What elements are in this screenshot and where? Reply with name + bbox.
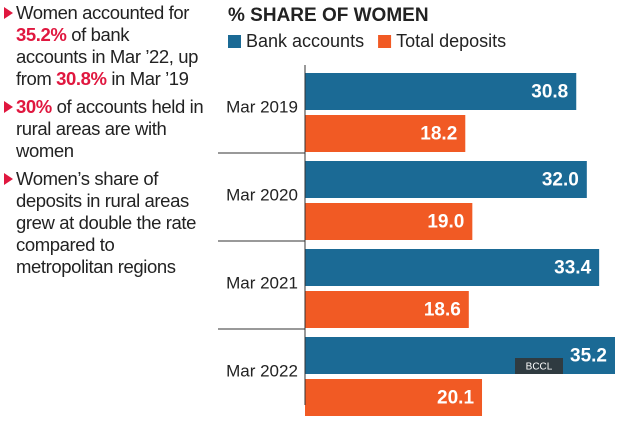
legend-label: Bank accounts <box>246 31 364 51</box>
bar <box>305 249 600 286</box>
bar <box>305 291 469 328</box>
bar <box>305 73 577 110</box>
chart-title: % SHARE OF WOMEN <box>228 5 429 26</box>
bar <box>305 337 615 374</box>
note-highlight: 30.8% <box>56 68 107 89</box>
note-highlight: 35.2% <box>16 24 67 45</box>
value-label: 19.0 <box>427 212 464 233</box>
value-label: 33.4 <box>554 258 591 279</box>
bar <box>305 115 466 152</box>
value-label: 18.2 <box>420 124 457 145</box>
bar <box>305 161 587 198</box>
bar <box>305 379 483 416</box>
note-text: of accounts held in rural areas are with… <box>16 96 204 161</box>
value-label: 35.2 <box>570 346 607 367</box>
note-text: of bank accounts in Mar ’22, up from <box>16 24 199 89</box>
bar <box>305 203 473 240</box>
value-label: 30.8 <box>531 82 568 103</box>
legend-label: Total deposits <box>396 31 506 51</box>
watermark: BCCL <box>526 362 553 373</box>
note: 30% of accounts held in rural areas are … <box>4 96 204 162</box>
value-label: 32.0 <box>542 170 579 191</box>
category-label: Mar 2019 <box>226 97 298 116</box>
legend-swatch <box>228 35 241 48</box>
note-text: in Mar ’19 <box>106 68 189 89</box>
notes: Women accounted for 35.2% of bank accoun… <box>4 2 204 284</box>
watermark-box <box>515 358 563 374</box>
note-text: Women’s share of deposits in rural areas… <box>16 168 197 277</box>
note-text: Women accounted for <box>16 2 190 23</box>
category-label: Mar 2020 <box>226 185 298 204</box>
note: Women accounted for 35.2% of bank accoun… <box>4 2 204 90</box>
note: Women’s share of deposits in rural areas… <box>4 168 204 278</box>
legend-swatch <box>378 35 392 48</box>
category-label: Mar 2021 <box>226 273 298 292</box>
value-label: 18.6 <box>424 300 461 321</box>
category-label: Mar 2022 <box>226 361 298 380</box>
note-highlight: 30% <box>16 96 52 117</box>
value-label: 20.1 <box>437 388 474 409</box>
